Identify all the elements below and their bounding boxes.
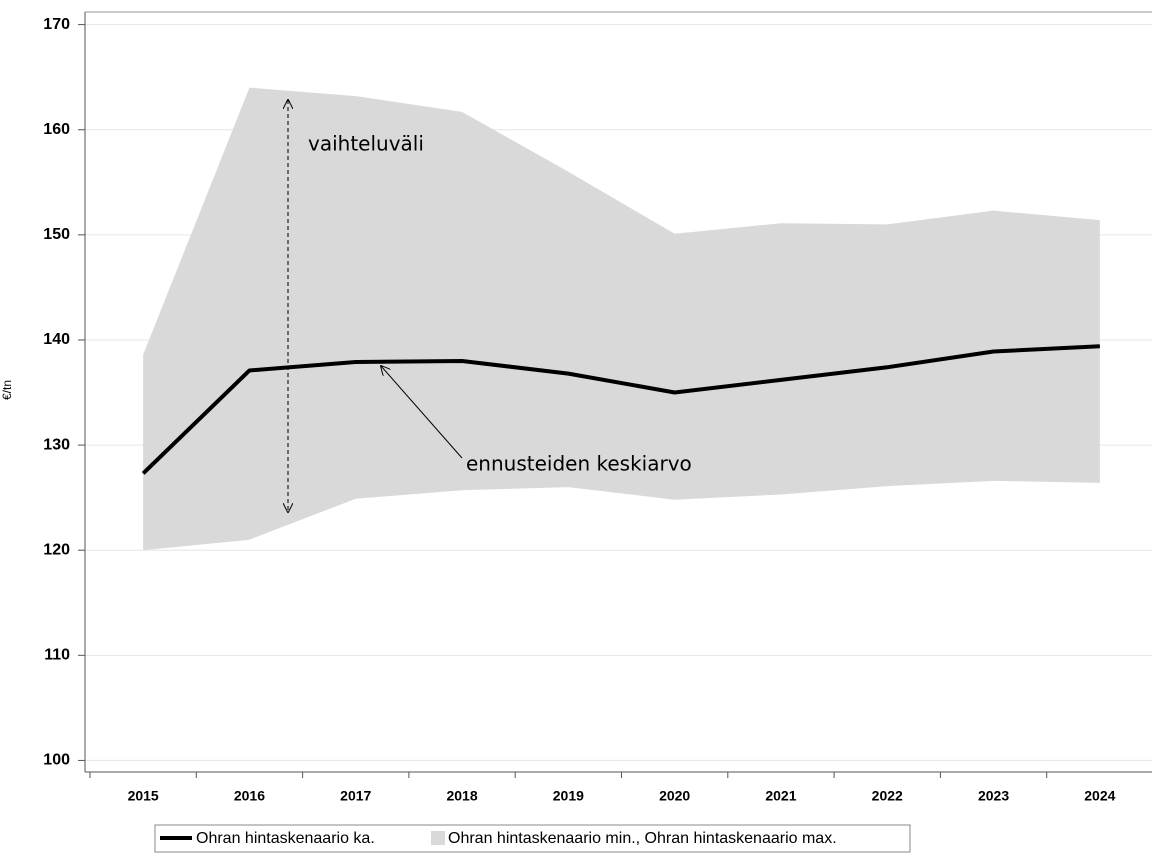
x-tick-label: 2015 xyxy=(128,788,159,804)
mean-line xyxy=(141,344,1100,475)
mean-arrow xyxy=(381,366,463,459)
y-tick-label: 130 xyxy=(43,436,70,453)
x-tick-label: 2018 xyxy=(446,788,477,804)
x-tick-label: 2019 xyxy=(553,788,584,804)
legend-label: Ohran hintaskenaario min., Ohran hintask… xyxy=(448,830,837,847)
legend-swatch xyxy=(431,831,445,845)
x-tick-label: 2024 xyxy=(1084,788,1115,804)
legend-label: Ohran hintaskenaario ka. xyxy=(196,830,375,847)
annotation: vaihteluväli xyxy=(308,132,424,156)
y-tick-label: 160 xyxy=(43,121,70,138)
y-tick-label: 100 xyxy=(43,752,70,769)
x-tick-label: 2022 xyxy=(872,788,903,804)
y-tick-label: 110 xyxy=(44,647,70,664)
x-tick-label: 2017 xyxy=(340,788,371,804)
y-tick-label: 140 xyxy=(43,331,70,348)
x-tick-label: 2023 xyxy=(978,788,1009,804)
x-tick-label: 2021 xyxy=(765,788,796,804)
annotation: ennusteiden keskiarvo xyxy=(466,452,692,476)
legend xyxy=(154,824,911,853)
plot xyxy=(141,87,1100,551)
y-tick-label: 170 xyxy=(43,16,70,33)
x-tick-label: 2016 xyxy=(234,788,265,804)
range-area xyxy=(143,87,1100,551)
y-tick-label: 120 xyxy=(43,541,70,558)
x-tick-label: 2020 xyxy=(659,788,690,804)
y-tick-label: 150 xyxy=(43,226,70,243)
y-axis-label: €/tn xyxy=(0,380,14,400)
